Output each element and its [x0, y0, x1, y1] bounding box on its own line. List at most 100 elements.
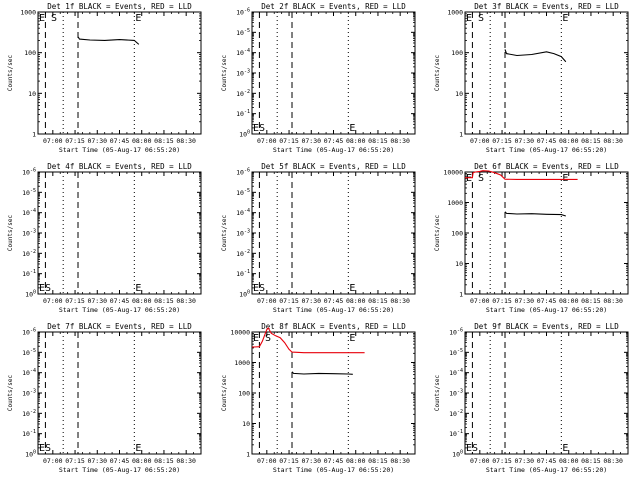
y-tick-label: 10-4 [236, 208, 250, 217]
y-tick-label: 10-2 [236, 249, 250, 258]
marker-es: ES [253, 283, 265, 294]
y-axis-label: Counts/sec [434, 215, 441, 252]
y-tick-label: 10-5 [236, 188, 250, 197]
marker-es: E S [466, 173, 484, 184]
x-tick-label: 08:15 [368, 457, 388, 465]
y-tick-label: 10-1 [236, 109, 250, 118]
panel-title: Det 9f BLACK = Events, RED = LLD [474, 322, 619, 331]
y-tick-label: 1000 [234, 359, 250, 367]
y-axis-label: Counts/sec [221, 215, 228, 252]
panel-title: Det 8f BLACK = Events, RED = LLD [261, 322, 406, 331]
marker-e: E [562, 443, 568, 454]
x-tick-label: 07:00 [470, 137, 490, 145]
y-tick-label: 10-1 [449, 429, 463, 438]
y-tick-label: 1000 [447, 199, 463, 207]
y-tick-label: 10-6 [449, 328, 463, 337]
y-tick-label: 1 [459, 291, 463, 299]
panel-det-5f: Det 5f BLACK = Events, RED = LLD 100 10-1 1… [221, 162, 416, 314]
marker-e: E [135, 283, 141, 294]
marker-es: ES [39, 283, 51, 294]
x-tick-label: 08:00 [346, 137, 366, 145]
y-tick-label: 100 [25, 450, 36, 459]
y-tick-label: 10 [455, 90, 463, 98]
x-tick-label: 07:45 [324, 297, 344, 305]
x-tick-label: 07:00 [257, 137, 277, 145]
x-tick-label: 08:00 [132, 137, 152, 145]
y-tick-label: 10-5 [22, 188, 36, 197]
x-tick-label: 07:15 [65, 457, 85, 465]
x-tick-label: 08:30 [176, 297, 196, 305]
x-tick-label: 08:00 [132, 457, 152, 465]
x-tick-label: 07:45 [537, 297, 557, 305]
marker-e: E [349, 283, 355, 294]
x-tick-label: 08:00 [559, 137, 579, 145]
marker-e: E [135, 13, 141, 24]
y-tick-label: 100 [25, 290, 36, 299]
marker-es: E S [39, 13, 57, 24]
y-tick-label: 10000 [443, 169, 463, 177]
y-tick-label: 10-6 [22, 168, 36, 177]
x-axis-label: Start Time (05-Aug-17 06:55:20) [59, 306, 180, 314]
y-tick-label: 10-4 [22, 208, 36, 217]
y-tick-label: 1 [32, 131, 36, 139]
panel-det-3f: Det 3f BLACK = Events, RED = LLD 1 10 100 10… [434, 2, 629, 154]
x-tick-label: 07:45 [110, 457, 130, 465]
y-axis-label: Counts/sec [221, 55, 228, 92]
x-tick-label: 08:15 [154, 297, 174, 305]
x-tick-label: 08:30 [603, 457, 623, 465]
x-tick-label: 07:30 [301, 137, 321, 145]
plot-frame [251, 11, 416, 135]
x-tick-label: 08:15 [154, 137, 174, 145]
x-tick-label: 08:15 [154, 457, 174, 465]
series-events-line [291, 371, 353, 375]
x-tick-label: 07:15 [279, 457, 299, 465]
x-tick-label: 08:00 [559, 297, 579, 305]
plot-frame [37, 171, 202, 295]
marker-e: E [135, 443, 141, 454]
x-tick-label: 07:15 [492, 457, 512, 465]
x-tick-label: 08:30 [176, 457, 196, 465]
marker-e: E [349, 333, 355, 344]
marker-e: E [562, 13, 568, 24]
y-tick-label: 100 [451, 49, 463, 57]
plot-frame [464, 11, 629, 135]
series-events-line [504, 211, 566, 217]
panel-det-9f: Det 9f BLACK = Events, RED = LLD 100 10-1 1… [434, 322, 629, 474]
panel-title: Det 6f BLACK = Events, RED = LLD [474, 162, 619, 171]
x-tick-label: 08:30 [603, 297, 623, 305]
y-tick-label: 100 [24, 49, 36, 57]
x-tick-label: 08:00 [559, 457, 579, 465]
y-tick-label: 10-1 [22, 429, 36, 438]
y-tick-label: 10-2 [22, 409, 36, 418]
plot-frame [464, 171, 629, 295]
y-tick-label: 10-3 [22, 389, 36, 398]
x-tick-label: 07:15 [65, 297, 85, 305]
y-tick-label: 10000 [230, 329, 250, 337]
panel-det-4f: Det 4f BLACK = Events, RED = LLD 100 10-1 1… [7, 162, 202, 314]
plot-frame [37, 11, 202, 135]
x-axis-label: Start Time (05-Aug-17 06:55:20) [273, 306, 394, 314]
x-tick-label: 08:15 [581, 297, 601, 305]
x-axis-label: Start Time (05-Aug-17 06:55:20) [273, 146, 394, 154]
y-tick-label: 10-1 [236, 269, 250, 278]
marker-e: E [562, 173, 568, 184]
x-tick-label: 08:30 [603, 137, 623, 145]
x-axis-label: Start Time (05-Aug-17 06:55:20) [486, 466, 607, 474]
y-tick-label: 1000 [447, 9, 463, 17]
y-tick-label: 10-2 [22, 249, 36, 258]
y-axis-label: Counts/sec [7, 375, 14, 412]
plot-frame [251, 171, 416, 295]
y-tick-label: 10-3 [449, 389, 463, 398]
panel-det-7f: Det 7f BLACK = Events, RED = LLD 100 10-1 1… [7, 322, 202, 474]
x-tick-label: 07:30 [301, 457, 321, 465]
panel-title: Det 4f BLACK = Events, RED = LLD [47, 162, 192, 171]
x-tick-label: 08:00 [346, 457, 366, 465]
x-tick-label: 07:00 [43, 297, 63, 305]
x-tick-label: 07:15 [279, 137, 299, 145]
x-tick-label: 08:00 [132, 297, 152, 305]
x-tick-label: 07:30 [514, 297, 534, 305]
x-tick-label: 08:15 [581, 457, 601, 465]
y-tick-label: 100 [238, 390, 250, 398]
y-tick-label: 10-4 [22, 368, 36, 377]
